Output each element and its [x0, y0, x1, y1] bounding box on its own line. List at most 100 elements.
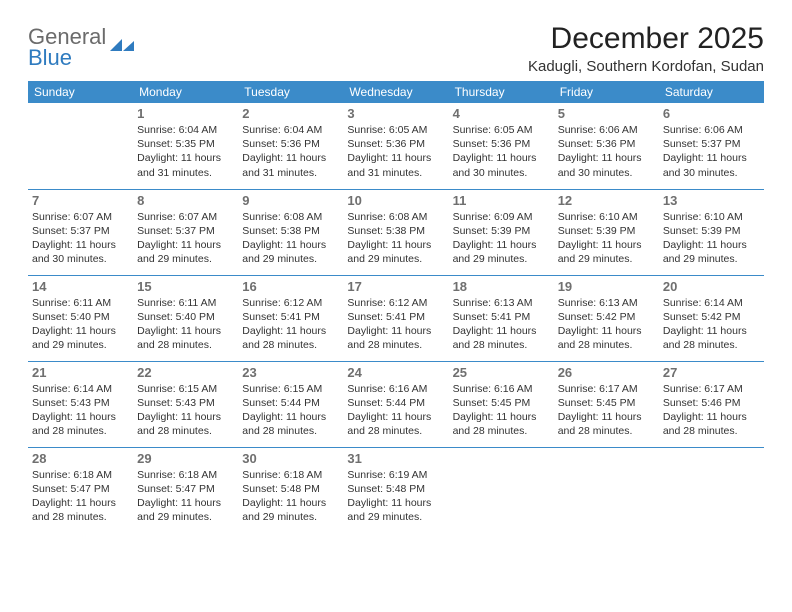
day-number: 27	[663, 365, 760, 380]
daylight-line: Daylight: 11 hours and 29 minutes.	[558, 238, 655, 266]
day-number: 26	[558, 365, 655, 380]
calendar-week-row: 1Sunrise: 6:04 AMSunset: 5:35 PMDaylight…	[28, 103, 764, 189]
calendar-cell: 20Sunrise: 6:14 AMSunset: 5:42 PMDayligh…	[659, 275, 764, 361]
day-number: 9	[242, 193, 339, 208]
calendar-cell: 3Sunrise: 6:05 AMSunset: 5:36 PMDaylight…	[343, 103, 448, 189]
sunrise-line: Sunrise: 6:04 AM	[242, 123, 339, 137]
day-number: 2	[242, 106, 339, 121]
daylight-line: Daylight: 11 hours and 28 minutes.	[347, 410, 444, 438]
sunset-line: Sunset: 5:39 PM	[453, 224, 550, 238]
sunset-line: Sunset: 5:47 PM	[137, 482, 234, 496]
calendar-cell	[28, 103, 133, 189]
daylight-line: Daylight: 11 hours and 30 minutes.	[663, 151, 760, 179]
calendar-cell: 25Sunrise: 6:16 AMSunset: 5:45 PMDayligh…	[449, 361, 554, 447]
brand-logo: General Blue	[28, 26, 136, 69]
sunrise-line: Sunrise: 6:18 AM	[137, 468, 234, 482]
brand-flag-icon	[110, 35, 136, 60]
day-number: 14	[32, 279, 129, 294]
day-number: 11	[453, 193, 550, 208]
day-header-row: Sunday Monday Tuesday Wednesday Thursday…	[28, 81, 764, 103]
sunset-line: Sunset: 5:41 PM	[453, 310, 550, 324]
daylight-line: Daylight: 11 hours and 28 minutes.	[558, 410, 655, 438]
sunset-line: Sunset: 5:38 PM	[242, 224, 339, 238]
sunrise-line: Sunrise: 6:11 AM	[137, 296, 234, 310]
daylight-line: Daylight: 11 hours and 31 minutes.	[242, 151, 339, 179]
calendar-cell: 8Sunrise: 6:07 AMSunset: 5:37 PMDaylight…	[133, 189, 238, 275]
daylight-line: Daylight: 11 hours and 28 minutes.	[558, 324, 655, 352]
day-header: Monday	[133, 81, 238, 103]
daylight-line: Daylight: 11 hours and 28 minutes.	[32, 410, 129, 438]
calendar-cell: 9Sunrise: 6:08 AMSunset: 5:38 PMDaylight…	[238, 189, 343, 275]
sunrise-line: Sunrise: 6:14 AM	[32, 382, 129, 396]
daylight-line: Daylight: 11 hours and 28 minutes.	[137, 410, 234, 438]
daylight-line: Daylight: 11 hours and 29 minutes.	[453, 238, 550, 266]
day-header: Wednesday	[343, 81, 448, 103]
daylight-line: Daylight: 11 hours and 31 minutes.	[347, 151, 444, 179]
day-number: 23	[242, 365, 339, 380]
sunrise-line: Sunrise: 6:12 AM	[242, 296, 339, 310]
calendar-cell: 28Sunrise: 6:18 AMSunset: 5:47 PMDayligh…	[28, 447, 133, 533]
daylight-line: Daylight: 11 hours and 29 minutes.	[32, 324, 129, 352]
daylight-line: Daylight: 11 hours and 28 minutes.	[453, 324, 550, 352]
daylight-line: Daylight: 11 hours and 31 minutes.	[137, 151, 234, 179]
calendar-cell	[449, 447, 554, 533]
day-header: Friday	[554, 81, 659, 103]
sunset-line: Sunset: 5:42 PM	[558, 310, 655, 324]
calendar-table: Sunday Monday Tuesday Wednesday Thursday…	[28, 81, 764, 533]
day-number: 4	[453, 106, 550, 121]
sunset-line: Sunset: 5:48 PM	[347, 482, 444, 496]
sunset-line: Sunset: 5:42 PM	[663, 310, 760, 324]
calendar-cell: 7Sunrise: 6:07 AMSunset: 5:37 PMDaylight…	[28, 189, 133, 275]
sunrise-line: Sunrise: 6:08 AM	[347, 210, 444, 224]
sunrise-line: Sunrise: 6:18 AM	[32, 468, 129, 482]
daylight-line: Daylight: 11 hours and 28 minutes.	[242, 324, 339, 352]
calendar-cell: 24Sunrise: 6:16 AMSunset: 5:44 PMDayligh…	[343, 361, 448, 447]
sunrise-line: Sunrise: 6:05 AM	[453, 123, 550, 137]
sunset-line: Sunset: 5:48 PM	[242, 482, 339, 496]
calendar-cell: 23Sunrise: 6:15 AMSunset: 5:44 PMDayligh…	[238, 361, 343, 447]
calendar-cell: 12 Sunrise: 6:10 AMSunset: 5:39 PMDayligh…	[554, 189, 659, 275]
sunset-line: Sunset: 5:44 PM	[347, 396, 444, 410]
sunset-line: Sunset: 5:36 PM	[242, 137, 339, 151]
calendar-cell: 15 Sunrise: 6:11 AMSunset: 5:40 PMDayligh…	[133, 275, 238, 361]
daylight-line: Daylight: 11 hours and 28 minutes.	[137, 324, 234, 352]
sunset-line: Sunset: 5:43 PM	[32, 396, 129, 410]
daylight-line: Daylight: 11 hours and 28 minutes.	[663, 410, 760, 438]
sunset-line: Sunset: 5:40 PM	[137, 310, 234, 324]
sunrise-line: Sunrise: 6:10 AM	[663, 210, 760, 224]
sunset-line: Sunset: 5:36 PM	[558, 137, 655, 151]
day-header: Tuesday	[238, 81, 343, 103]
sunrise-line: Sunrise: 6:10 AM	[558, 210, 655, 224]
calendar-cell: 22Sunrise: 6:15 AMSunset: 5:43 PMDayligh…	[133, 361, 238, 447]
day-number: 5	[558, 106, 655, 121]
day-number: 15	[137, 279, 234, 294]
sunrise-line: Sunrise: 6:07 AM	[137, 210, 234, 224]
day-header: Sunday	[28, 81, 133, 103]
sunrise-line: Sunrise: 6:15 AM	[242, 382, 339, 396]
day-number: 24	[347, 365, 444, 380]
calendar-cell: 2 Sunrise: 6:04 AMSunset: 5:36 PMDaylight…	[238, 103, 343, 189]
day-number: 31	[347, 451, 444, 466]
sunrise-line: Sunrise: 6:13 AM	[453, 296, 550, 310]
day-number: 1	[137, 106, 234, 121]
calendar-cell: 27Sunrise: 6:17 AMSunset: 5:46 PMDayligh…	[659, 361, 764, 447]
sunset-line: Sunset: 5:45 PM	[453, 396, 550, 410]
daylight-line: Daylight: 11 hours and 30 minutes.	[453, 151, 550, 179]
sunset-line: Sunset: 5:47 PM	[32, 482, 129, 496]
sunrise-line: Sunrise: 6:15 AM	[137, 382, 234, 396]
sunset-line: Sunset: 5:36 PM	[453, 137, 550, 151]
daylight-line: Daylight: 11 hours and 29 minutes.	[347, 496, 444, 524]
sunset-line: Sunset: 5:41 PM	[242, 310, 339, 324]
calendar-cell: 14Sunrise: 6:11 AMSunset: 5:40 PMDayligh…	[28, 275, 133, 361]
sunset-line: Sunset: 5:35 PM	[137, 137, 234, 151]
day-number: 12	[558, 193, 655, 208]
sunrise-line: Sunrise: 6:06 AM	[558, 123, 655, 137]
calendar-cell: 26Sunrise: 6:17 AMSunset: 5:45 PMDayligh…	[554, 361, 659, 447]
calendar-cell: 10Sunrise: 6:08 AMSunset: 5:38 PMDayligh…	[343, 189, 448, 275]
daylight-line: Daylight: 11 hours and 29 minutes.	[347, 238, 444, 266]
day-number: 29	[137, 451, 234, 466]
calendar-week-row: 7Sunrise: 6:07 AMSunset: 5:37 PMDaylight…	[28, 189, 764, 275]
calendar-cell: 31Sunrise: 6:19 AMSunset: 5:48 PMDayligh…	[343, 447, 448, 533]
sunset-line: Sunset: 5:38 PM	[347, 224, 444, 238]
sunset-line: Sunset: 5:39 PM	[558, 224, 655, 238]
